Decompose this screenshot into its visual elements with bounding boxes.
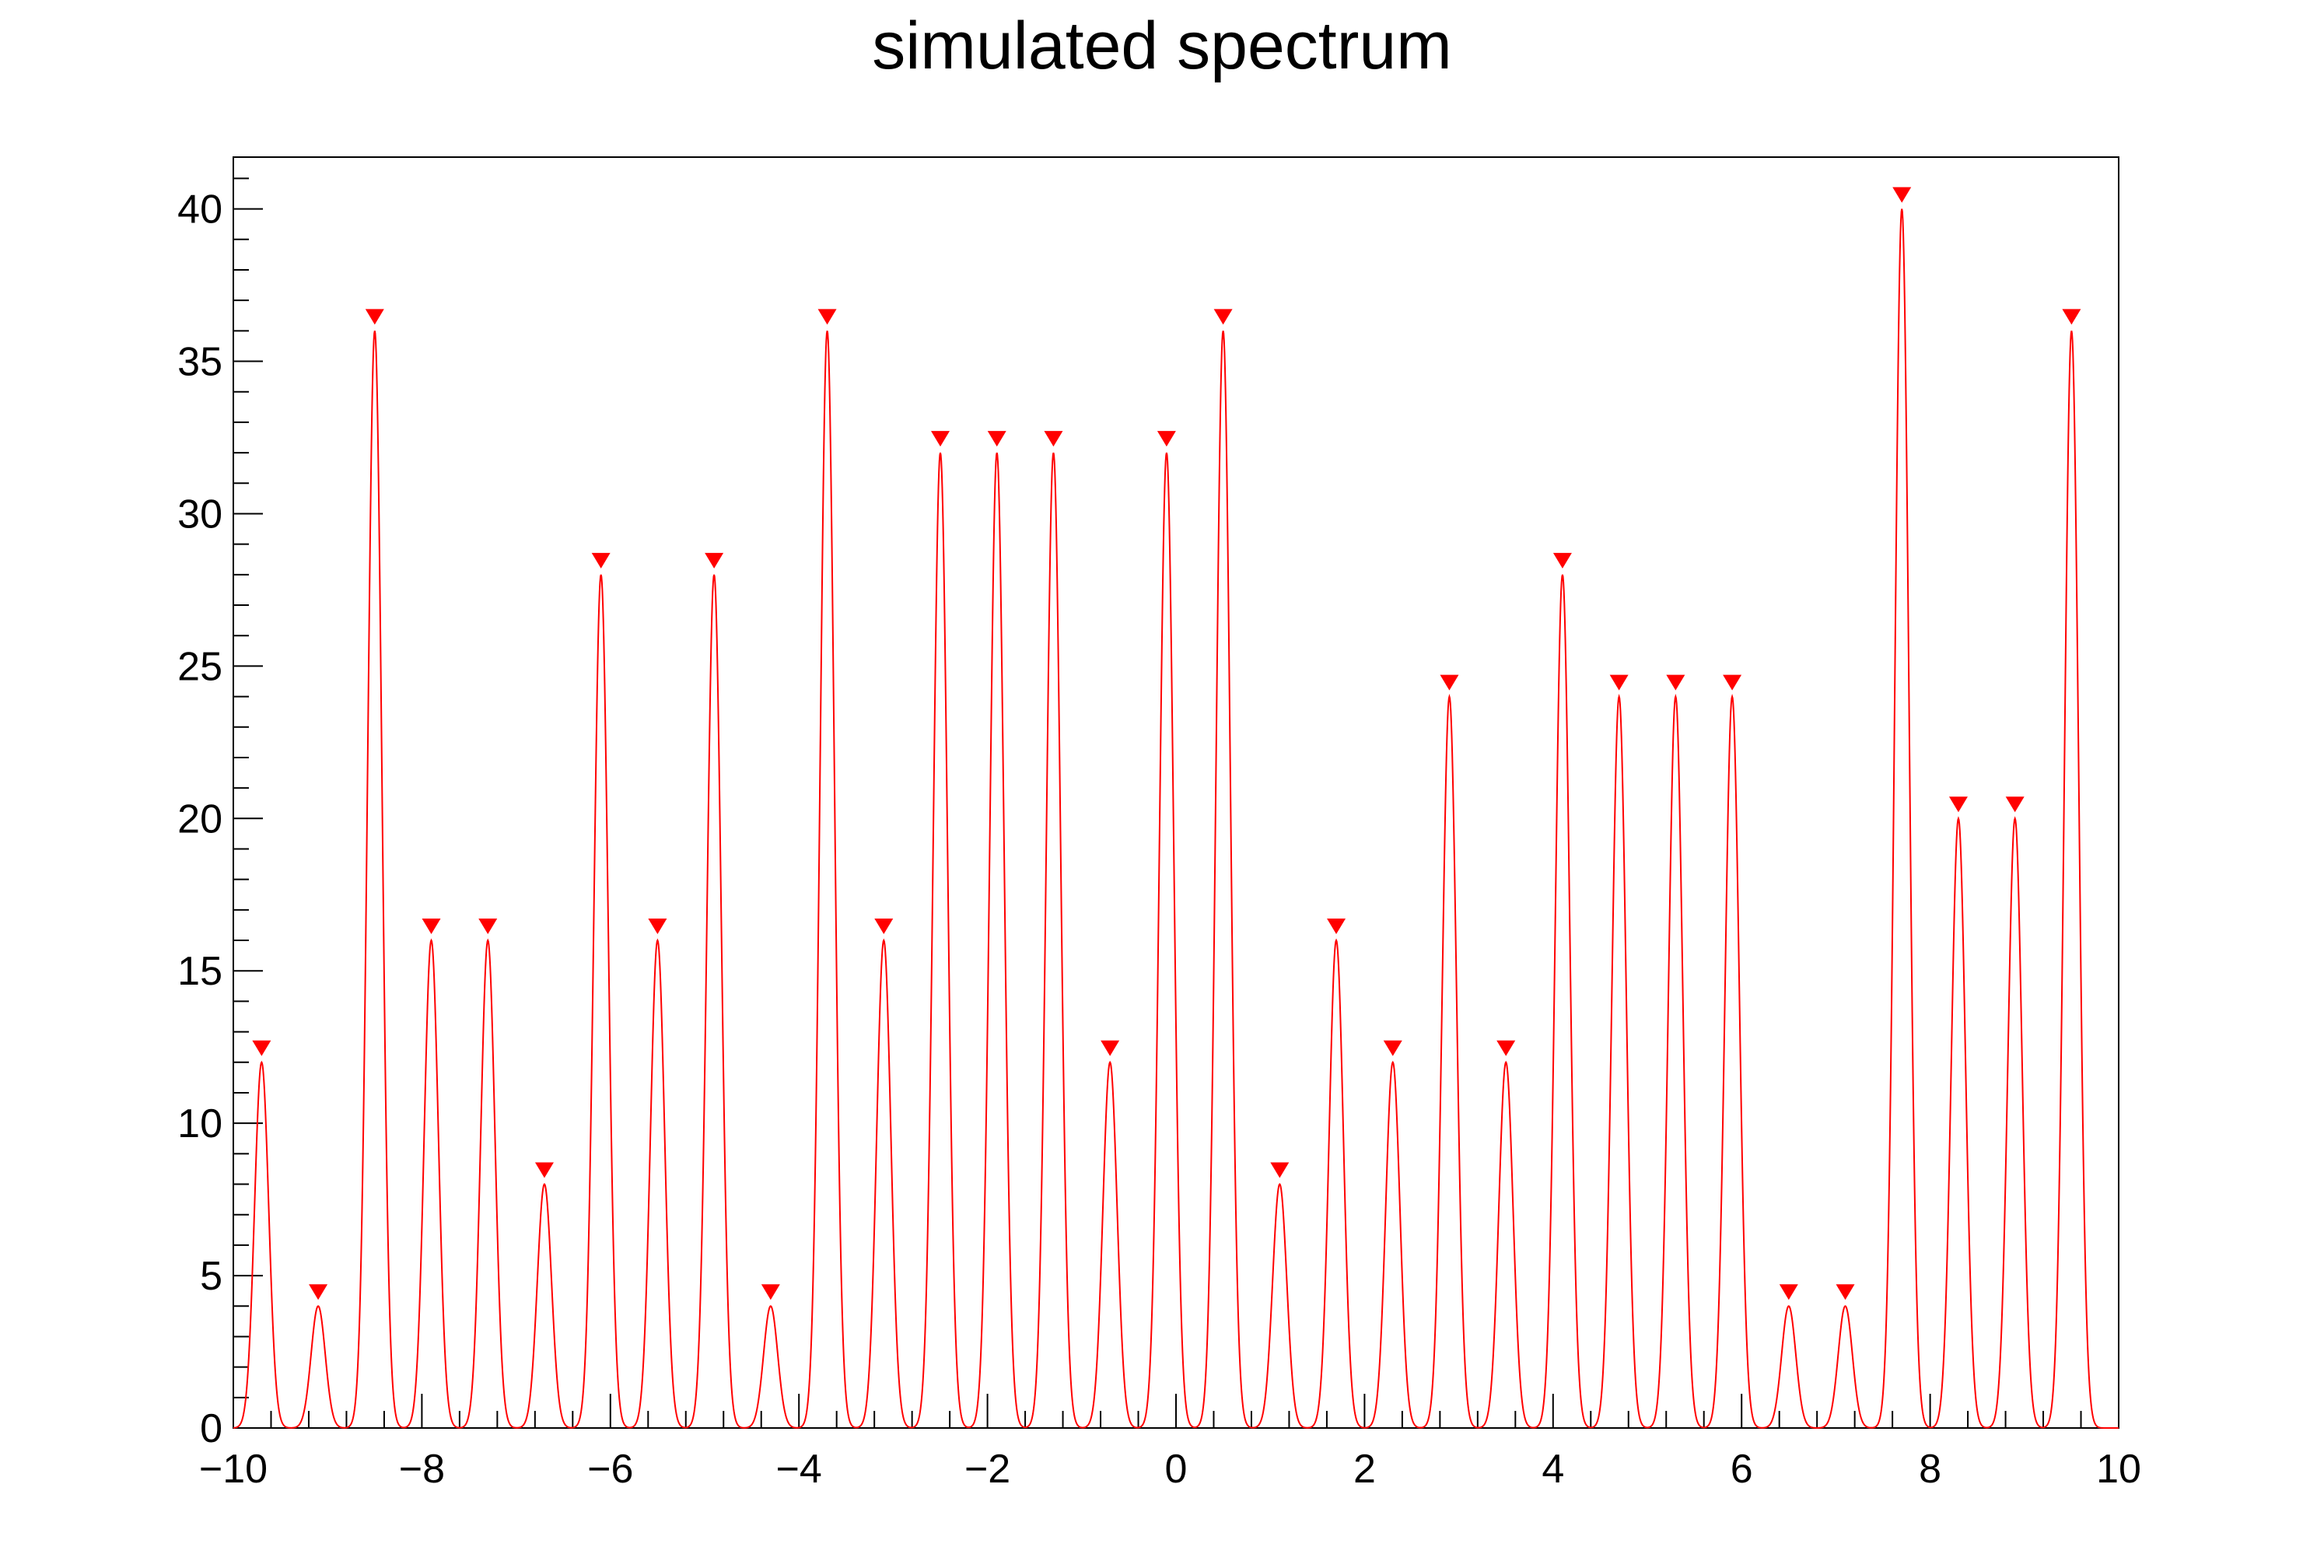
- peak-marker: [2005, 796, 2025, 813]
- peak-marker: [648, 919, 667, 935]
- peak-marker: [309, 1284, 328, 1300]
- peak-marker: [1666, 674, 1685, 691]
- peak-marker: [705, 552, 724, 569]
- peak-marker: [1440, 674, 1459, 691]
- y-tick-label: 5: [200, 1254, 222, 1299]
- peak-marker: [931, 431, 950, 447]
- peak-marker: [1383, 1040, 1402, 1056]
- peak-marker: [1723, 674, 1742, 691]
- x-tick-label: 0: [1165, 1447, 1188, 1492]
- y-tick-label: 10: [177, 1101, 222, 1146]
- peak-marker: [422, 919, 441, 935]
- axes: [233, 177, 2119, 1429]
- peak-marker: [817, 309, 837, 325]
- peak-marker: [1157, 431, 1176, 447]
- y-tick-label: 30: [177, 492, 222, 537]
- plot-frame: [233, 156, 2119, 1429]
- chart-title: simulated spectrum: [872, 9, 1452, 83]
- peak-marker: [874, 919, 894, 935]
- peak-marker: [1779, 1284, 1798, 1300]
- peak-marker: [1892, 187, 1912, 203]
- peak-marker: [1044, 431, 1063, 447]
- peak-marker: [987, 431, 1006, 447]
- y-tick-label: 0: [200, 1406, 222, 1451]
- x-tick-label: 4: [1542, 1447, 1564, 1492]
- peak-marker: [534, 1162, 554, 1178]
- peak-marker: [252, 1040, 271, 1056]
- x-tick-label: 10: [2096, 1447, 2141, 1492]
- spectrum-line-group: [233, 208, 2119, 1429]
- peak-marker: [1496, 1040, 1516, 1056]
- x-tick-label: 2: [1353, 1447, 1376, 1492]
- peak-marker: [1836, 1284, 1855, 1300]
- tick-labels: −10 −8 −6 −4 −2 0 2 4 6 8 10 0 5 10 15 20 25 30 35 40: [177, 187, 2141, 1492]
- y-tick-label: 20: [177, 796, 222, 842]
- peak-marker: [761, 1284, 780, 1300]
- x-tick-label: 8: [1919, 1447, 1941, 1492]
- peak-marker: [1552, 552, 1572, 569]
- x-tick-label: −4: [776, 1447, 822, 1492]
- spectrum-line: [233, 208, 2119, 1429]
- peak-marker: [591, 552, 611, 569]
- x-tick-label: 6: [1731, 1447, 1753, 1492]
- peak-markers: [252, 187, 2081, 1300]
- peak-marker: [365, 309, 384, 325]
- y-tick-label: 40: [177, 187, 222, 233]
- peak-marker: [1101, 1040, 1120, 1056]
- x-tick-label: −8: [399, 1447, 445, 1492]
- peak-marker: [1213, 309, 1233, 325]
- peak-marker: [478, 919, 498, 935]
- y-tick-label: 15: [177, 949, 222, 994]
- peak-marker: [1327, 919, 1346, 935]
- peak-marker: [2062, 309, 2081, 325]
- x-tick-label: −2: [964, 1447, 1010, 1492]
- y-tick-label: 25: [177, 644, 222, 689]
- peak-marker: [1609, 674, 1629, 691]
- x-tick-label: −10: [199, 1447, 268, 1492]
- peak-marker: [1948, 796, 1968, 813]
- x-tick-label: −6: [587, 1447, 633, 1492]
- y-tick-label: 35: [177, 340, 222, 385]
- peak-marker: [1270, 1162, 1290, 1178]
